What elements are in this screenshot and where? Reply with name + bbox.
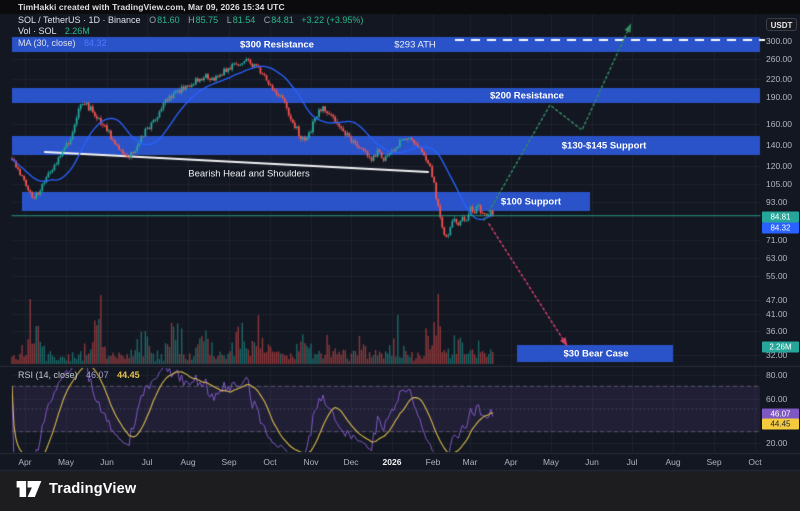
- price-axis-badge: 84.81: [762, 211, 799, 223]
- price-axis-tick: 41.00: [766, 309, 788, 319]
- rsi-legend-row: RSI (14, close) 46.07 44.45: [18, 370, 140, 380]
- time-axis-tick[interactable]: Jul: [141, 457, 153, 467]
- time-axis-tick[interactable]: Jun: [585, 457, 599, 467]
- price-axis-tick: 93.00: [766, 197, 788, 207]
- high-value: 85.75: [195, 14, 219, 25]
- time-axis-tick[interactable]: Aug: [180, 457, 196, 467]
- price-axis-tick: 105.00: [766, 179, 792, 189]
- time-axis-tick[interactable]: Mar: [462, 457, 478, 467]
- ma-label: MA (30, close): [18, 37, 76, 48]
- chart-annotation-text[interactable]: Bearish Head and Shoulders: [188, 168, 310, 180]
- time-axis-tick[interactable]: Oct: [748, 457, 762, 467]
- open-value: 81.60: [157, 14, 180, 25]
- time-axis-tick[interactable]: Dec: [343, 457, 359, 467]
- time-axis-tick[interactable]: 2026: [382, 457, 402, 467]
- level-band-label[interactable]: $130-$145 Support: [561, 140, 647, 151]
- price-axis-tick: 140.00: [766, 140, 792, 150]
- price-axis-tick: 32.00: [766, 350, 788, 360]
- price-axis-tick: 60.00: [766, 394, 788, 404]
- footer-brand-name: TradingView: [49, 481, 137, 497]
- price-axis-tick: 220.00: [766, 74, 792, 84]
- time-axis-tick[interactable]: Nov: [303, 457, 319, 467]
- time-axis-tick[interactable]: Jun: [100, 457, 114, 467]
- price-axis-tick: 190.00: [766, 92, 792, 102]
- footer-brand[interactable]: TradingView: [16, 481, 136, 497]
- price-axis-badge: 44.45: [762, 418, 799, 430]
- price-axis-tick: 55.00: [766, 271, 788, 281]
- open-label: O: [149, 14, 157, 25]
- time-axis-tick[interactable]: Oct: [263, 457, 277, 467]
- close-label: C: [263, 14, 271, 25]
- time-axis-tick[interactable]: Sep: [221, 457, 237, 467]
- price-axis-tick: 260.00: [766, 54, 792, 64]
- level-band-label[interactable]: $300 Resistance: [240, 39, 314, 50]
- rsi-value: 46.07: [86, 370, 109, 380]
- ma-value: 84.32: [84, 37, 107, 48]
- level-band-label[interactable]: $200 Resistance: [490, 90, 564, 101]
- low-value: 81.54: [232, 14, 256, 25]
- time-axis-tick[interactable]: Apr: [504, 457, 518, 467]
- price-axis-badge: 46.07: [762, 408, 799, 420]
- chart-annotation-text[interactable]: $293 ATH: [394, 39, 436, 50]
- level-band-label[interactable]: $100 Support: [500, 196, 562, 207]
- price-axis-tick: 47.00: [766, 295, 788, 305]
- price-axis-tick: 160.00: [766, 119, 792, 129]
- price-axis-tick: 120.00: [766, 161, 792, 171]
- ma-legend-row: MA (30, close) 84.32: [18, 38, 107, 49]
- time-axis-tick[interactable]: Apr: [18, 457, 32, 467]
- price-axis-tick: 71.00: [766, 235, 788, 245]
- price-axis-tick: 80.00: [766, 370, 788, 380]
- price-axis-tick: 63.00: [766, 253, 788, 263]
- price-axis-badge: 84.32: [762, 222, 799, 234]
- time-axis-tick[interactable]: May: [57, 457, 75, 467]
- volume-label: Vol · SOL: [18, 25, 57, 36]
- price-axis-tick: 20.00: [766, 438, 788, 448]
- tradingview-logo-icon: [16, 481, 42, 497]
- currency-toggle-button[interactable]: USDT: [766, 18, 797, 31]
- price-axis-tick: 300.00: [766, 36, 792, 46]
- level-band-label[interactable]: $30 Bear Case: [563, 348, 629, 359]
- attribution-text: TimHakki created with TradingView.com, M…: [18, 2, 285, 12]
- high-label: H: [188, 14, 195, 25]
- volume-value: 2.26M: [64, 25, 90, 36]
- time-axis-tick[interactable]: Sep: [706, 457, 722, 467]
- symbol-title: SOL / TetherUS · 1D · Binance: [18, 14, 141, 25]
- price-axis-badge: 2.26M: [762, 341, 799, 353]
- low-label: L: [226, 14, 232, 25]
- time-axis-tick[interactable]: Jul: [626, 457, 638, 467]
- symbol-legend-row: SOL / TetherUS · 1D · Binance O81.60 H85…: [18, 15, 363, 26]
- time-axis-tick[interactable]: Feb: [425, 457, 441, 467]
- price-axis-tick: 36.00: [766, 326, 788, 336]
- rsi-label: RSI (14, close): [18, 370, 78, 380]
- change-value: +3.22 (+3.95%): [301, 14, 364, 25]
- close-value: 84.81: [271, 14, 294, 25]
- time-axis-tick[interactable]: May: [542, 457, 560, 467]
- rsi-ma-value: 44.45: [117, 370, 140, 380]
- volume-legend-row: Vol · SOL 2.26M: [18, 26, 90, 37]
- time-axis-tick[interactable]: Aug: [665, 457, 681, 467]
